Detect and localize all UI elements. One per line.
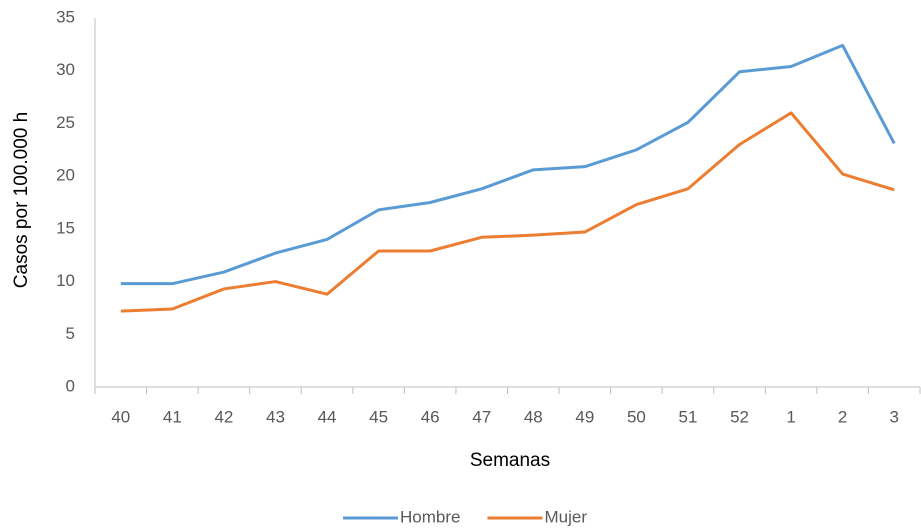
x-tick-label: 52	[730, 407, 749, 426]
x-tick-label: 47	[472, 407, 491, 426]
x-tick-label: 46	[421, 407, 440, 426]
x-tick-label: 2	[838, 407, 847, 426]
y-tick-label: 0	[66, 376, 75, 395]
x-tick-label: 44	[318, 407, 337, 426]
x-tick-label: 51	[679, 407, 698, 426]
x-tick-label: 45	[369, 407, 388, 426]
y-tick-label: 15	[56, 218, 75, 237]
y-tick-label: 20	[56, 166, 75, 185]
x-tick-label: 41	[163, 407, 182, 426]
line-series	[120, 43, 896, 286]
x-tick-label: 42	[214, 407, 233, 426]
x-axis-label: Semanas	[470, 450, 550, 471]
y-tick-label: 5	[66, 324, 75, 343]
x-tick-label: 3	[889, 407, 898, 426]
y-axis-label: Casos por 100.000 h	[11, 112, 32, 288]
y-tick-label: 25	[56, 113, 75, 132]
y-tick-label: 10	[56, 271, 75, 290]
legend-label: Mujer	[544, 507, 587, 526]
x-tick-label: 50	[627, 407, 646, 426]
x-tick-label: 1	[786, 407, 795, 426]
legend-label: Hombre	[400, 507, 460, 526]
x-tick-label: 48	[524, 407, 543, 426]
y-tick-label: 35	[56, 7, 75, 26]
y-tick-label: 30	[56, 60, 75, 79]
x-tick-label: 43	[266, 407, 285, 426]
x-tick-label: 49	[575, 407, 594, 426]
x-tick-label: 40	[111, 407, 130, 426]
line-series	[120, 111, 895, 313]
